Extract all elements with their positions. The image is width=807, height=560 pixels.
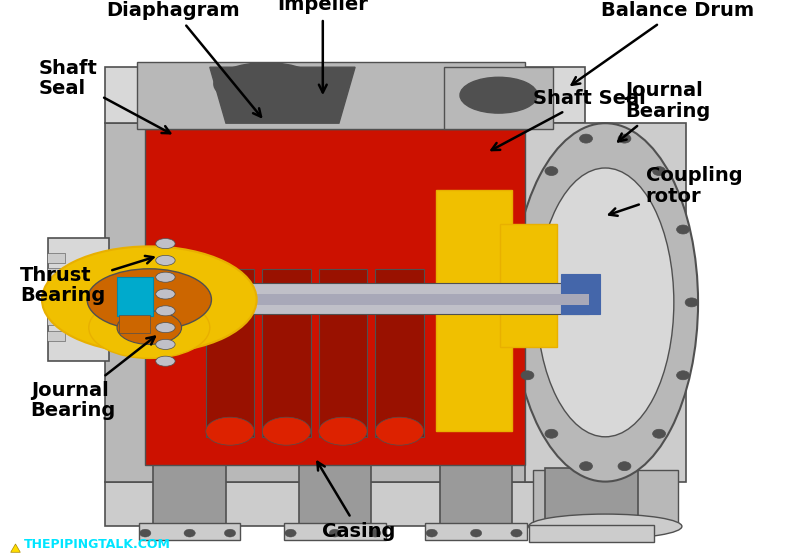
Ellipse shape (512, 123, 698, 482)
Polygon shape (105, 67, 585, 123)
Bar (47, 253, 65, 263)
Polygon shape (105, 123, 585, 482)
Bar (444, 67, 553, 129)
Ellipse shape (156, 272, 175, 282)
Ellipse shape (262, 417, 311, 445)
Ellipse shape (214, 63, 319, 105)
Ellipse shape (545, 430, 558, 438)
Ellipse shape (470, 529, 482, 537)
Bar (119, 315, 150, 333)
Ellipse shape (285, 529, 296, 537)
Ellipse shape (370, 529, 381, 537)
Ellipse shape (545, 166, 558, 175)
Ellipse shape (676, 371, 689, 380)
Text: Diaphagram: Diaphagram (107, 1, 261, 116)
Ellipse shape (42, 246, 257, 353)
Ellipse shape (375, 417, 424, 445)
Bar (47, 284, 65, 294)
Bar (139, 523, 240, 540)
Text: Shaft
Seal: Shaft Seal (39, 59, 170, 133)
Ellipse shape (618, 134, 631, 143)
Ellipse shape (537, 168, 674, 437)
Ellipse shape (206, 417, 254, 445)
Bar (425, 523, 527, 540)
Bar (440, 459, 512, 526)
Ellipse shape (156, 356, 175, 366)
Polygon shape (375, 269, 424, 437)
Bar (129, 294, 589, 305)
Ellipse shape (512, 298, 525, 307)
Ellipse shape (156, 306, 175, 316)
Text: Shaft Seal: Shaft Seal (491, 88, 646, 150)
Ellipse shape (156, 339, 175, 349)
Ellipse shape (579, 134, 592, 143)
Text: Journal
Bearing: Journal Bearing (618, 81, 711, 142)
Ellipse shape (511, 529, 522, 537)
Polygon shape (319, 269, 367, 437)
Ellipse shape (140, 529, 151, 537)
Polygon shape (210, 67, 355, 123)
Ellipse shape (156, 255, 175, 265)
Bar (436, 190, 512, 431)
Text: Casing: Casing (317, 462, 395, 541)
Bar (545, 468, 638, 529)
Bar (561, 274, 600, 314)
Bar (137, 62, 525, 129)
Bar (533, 470, 678, 526)
Ellipse shape (653, 430, 666, 438)
Bar (47, 300, 65, 310)
Bar (117, 277, 153, 316)
Ellipse shape (184, 529, 195, 537)
Ellipse shape (87, 269, 211, 330)
Ellipse shape (89, 297, 210, 358)
Bar (284, 523, 386, 540)
Bar (47, 268, 65, 278)
Ellipse shape (224, 529, 236, 537)
Bar (105, 482, 585, 526)
Bar (129, 283, 589, 314)
Ellipse shape (521, 371, 534, 380)
Ellipse shape (653, 166, 666, 175)
Bar (299, 459, 371, 526)
Ellipse shape (156, 323, 175, 333)
Bar (525, 123, 686, 482)
Bar (529, 525, 654, 542)
Ellipse shape (319, 417, 367, 445)
Ellipse shape (529, 514, 682, 539)
Bar (153, 459, 226, 526)
Bar (500, 224, 557, 347)
Ellipse shape (156, 239, 175, 249)
Text: THEPIPINGTALK.COM: THEPIPINGTALK.COM (24, 538, 171, 551)
Text: Thrust
Bearing: Thrust Bearing (20, 256, 153, 305)
Bar (47, 331, 65, 341)
Bar (48, 238, 109, 361)
Text: Journal
Bearing: Journal Bearing (31, 337, 155, 420)
Ellipse shape (676, 225, 689, 234)
Ellipse shape (156, 289, 175, 299)
Text: Coupling
rotor: Coupling rotor (609, 166, 742, 216)
Polygon shape (206, 269, 254, 437)
Polygon shape (262, 269, 311, 437)
Bar (47, 315, 65, 325)
Text: Impeller: Impeller (278, 0, 368, 92)
Ellipse shape (329, 529, 341, 537)
Ellipse shape (426, 529, 437, 537)
Ellipse shape (460, 77, 537, 113)
Ellipse shape (618, 461, 631, 470)
Ellipse shape (685, 298, 698, 307)
Text: Balance Drum: Balance Drum (571, 1, 755, 85)
Ellipse shape (521, 225, 534, 234)
Polygon shape (145, 129, 525, 465)
Ellipse shape (579, 461, 592, 470)
Ellipse shape (117, 311, 182, 344)
